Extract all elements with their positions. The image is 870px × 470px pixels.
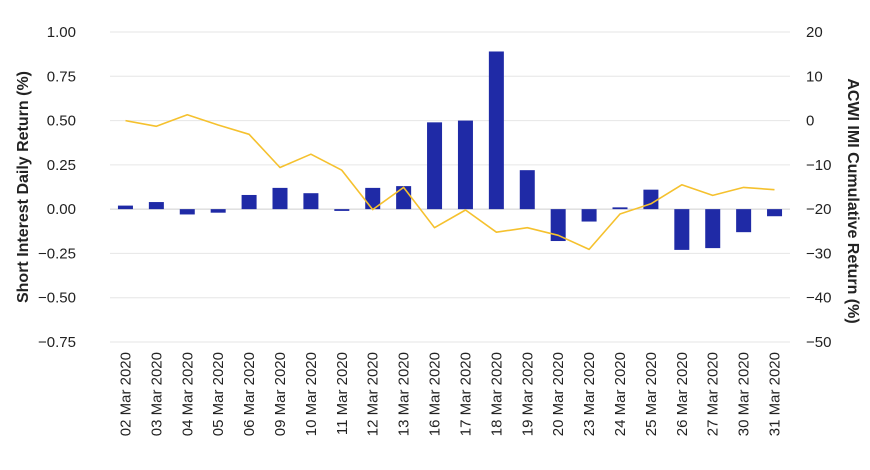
y2-axis-title: ACWI IMI Cumulative Return (%)	[844, 78, 861, 323]
bar	[241, 194, 257, 210]
x-tick-label: 23 Mar 2020	[581, 352, 598, 436]
x-tick-label: 20 Mar 2020	[550, 352, 567, 436]
y-tick-label: 0.50	[47, 113, 76, 130]
bar	[427, 122, 443, 210]
x-tick-label: 24 Mar 2020	[612, 352, 629, 436]
bar	[736, 209, 752, 233]
bar	[210, 209, 226, 213]
bar	[148, 202, 164, 210]
x-tick-label: 13 Mar 2020	[396, 352, 413, 436]
x-tick-label: 10 Mar 2020	[303, 352, 320, 436]
bar	[303, 193, 319, 210]
bar	[272, 187, 288, 210]
y-tick-label: −0.25	[38, 245, 76, 262]
y-tick-label: 0.75	[47, 68, 76, 85]
bar	[457, 120, 473, 210]
x-tick-label: 30 Mar 2020	[736, 352, 753, 436]
y-tick-label: 1.00	[47, 24, 76, 41]
y-axis-title: Short Interest Daily Return (%)	[15, 71, 32, 303]
x-tick-label: 27 Mar 2020	[705, 352, 722, 436]
x-tick-label: 25 Mar 2020	[643, 352, 660, 436]
x-tick-label: 19 Mar 2020	[519, 352, 536, 436]
y2-tick-label: 10	[806, 68, 823, 85]
bar-series	[117, 51, 783, 250]
y-tick-label: 0.00	[47, 201, 76, 218]
x-tick-label: 05 Mar 2020	[210, 352, 227, 436]
y2-tick-label: −10	[806, 157, 831, 174]
x-tick-label: 17 Mar 2020	[457, 352, 474, 436]
x-tick-label: 18 Mar 2020	[488, 352, 505, 436]
x-tick-label: 04 Mar 2020	[179, 352, 196, 436]
bar	[179, 209, 195, 215]
x-tick-label: 02 Mar 2020	[117, 352, 134, 436]
y2-tick-label: −50	[806, 334, 831, 351]
x-tick-label: 12 Mar 2020	[365, 352, 382, 436]
bar	[705, 209, 721, 249]
line-series	[125, 114, 775, 251]
bar	[117, 205, 133, 210]
x-tick-label: 16 Mar 2020	[427, 352, 444, 436]
bar	[581, 209, 597, 222]
bar	[674, 209, 690, 250]
y2-tick-label: −40	[806, 290, 831, 307]
bar	[550, 209, 566, 242]
x-tick-label: 06 Mar 2020	[241, 352, 258, 436]
y2-tick-label: −20	[806, 201, 831, 218]
bar	[334, 209, 350, 211]
y2-tick-label: 20	[806, 24, 823, 41]
x-tick-label: 26 Mar 2020	[674, 352, 691, 436]
x-tick-label: 31 Mar 2020	[767, 352, 784, 436]
bar	[612, 207, 628, 210]
y-axis-left: 1.00 0.75 0.50 0.25 0.00 −0.25 −0.50 −0.75	[38, 24, 76, 351]
x-tick-label: 03 Mar 2020	[148, 352, 165, 436]
y-tick-label: −0.50	[38, 290, 76, 307]
y2-tick-label: −30	[806, 245, 831, 262]
y-tick-label: −0.75	[38, 334, 76, 351]
y-axis-right: 20 10 0 −10 −20 −30 −40 −50	[806, 24, 831, 351]
x-tick-label: 09 Mar 2020	[272, 352, 289, 436]
line-path	[125, 114, 775, 251]
bar	[396, 186, 412, 210]
bar	[519, 170, 535, 210]
bar	[488, 51, 504, 210]
y-tick-label: 0.25	[47, 157, 76, 174]
x-tick-label: 11 Mar 2020	[334, 352, 351, 435]
y2-tick-label: 0	[806, 113, 814, 130]
bar	[767, 209, 783, 217]
x-axis: 02 Mar 2020 03 Mar 2020 04 Mar 2020 05 Mar …	[117, 352, 783, 436]
